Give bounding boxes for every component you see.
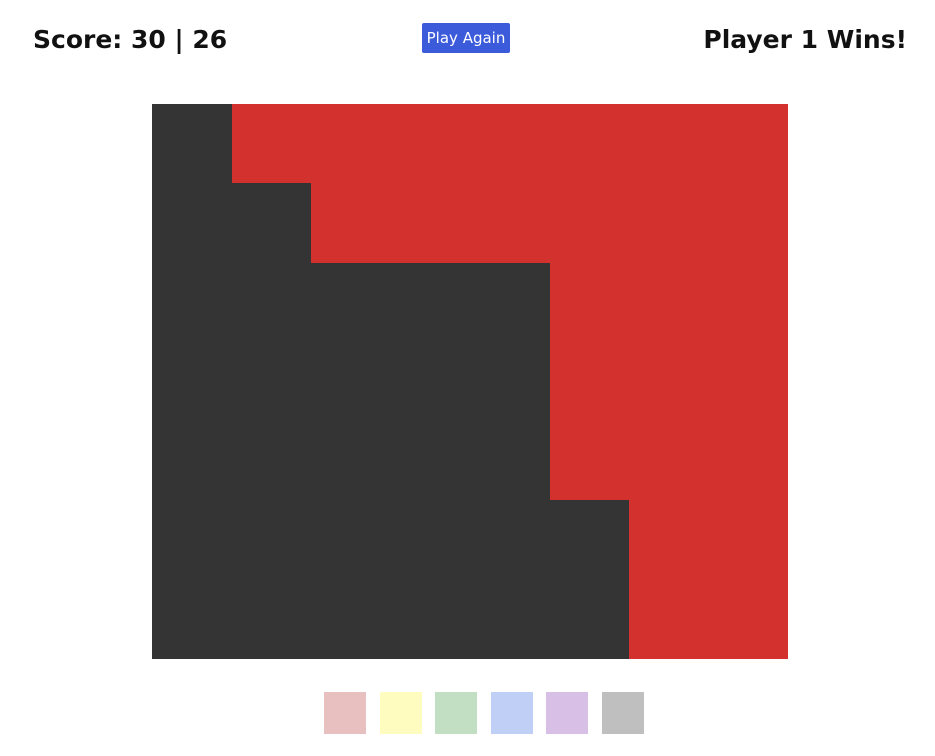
board-cell bbox=[470, 579, 550, 659]
board-cell bbox=[390, 579, 470, 659]
board-cell bbox=[629, 262, 709, 342]
board-cell bbox=[390, 262, 470, 342]
board-cell bbox=[311, 104, 391, 184]
board-cell bbox=[311, 500, 391, 580]
winner-message: Player 1 Wins! bbox=[703, 25, 907, 54]
board-cell bbox=[629, 421, 709, 501]
board-cell bbox=[470, 500, 550, 580]
board-cell bbox=[549, 104, 629, 184]
board-cell bbox=[708, 579, 788, 659]
board-cell bbox=[231, 183, 311, 263]
board-cell bbox=[708, 421, 788, 501]
board-cell bbox=[152, 183, 232, 263]
color-swatch-green[interactable] bbox=[435, 692, 478, 734]
board-cell bbox=[708, 183, 788, 263]
board-cell bbox=[470, 421, 550, 501]
board-cell bbox=[549, 421, 629, 501]
board-cell bbox=[470, 183, 550, 263]
board-cell bbox=[470, 104, 550, 184]
board-cell bbox=[549, 500, 629, 580]
board-cell bbox=[390, 341, 470, 422]
board-cell bbox=[629, 341, 709, 422]
game-board bbox=[152, 104, 788, 659]
board-cell bbox=[152, 262, 232, 342]
score-display: Score: 30 | 26 bbox=[33, 25, 228, 54]
color-swatch-yellow[interactable] bbox=[379, 692, 422, 734]
board-cell bbox=[231, 104, 311, 184]
play-again-button[interactable]: Play Again bbox=[422, 23, 510, 53]
board-cell bbox=[629, 579, 709, 659]
color-palette bbox=[324, 692, 644, 734]
board-cell bbox=[549, 579, 629, 659]
board-cell bbox=[311, 421, 391, 501]
board-cell bbox=[470, 341, 550, 422]
board-cell bbox=[231, 341, 311, 422]
board-cell bbox=[629, 500, 709, 580]
board-cell bbox=[231, 262, 311, 342]
board-cell bbox=[152, 341, 232, 422]
color-swatch-purple[interactable] bbox=[546, 692, 589, 734]
board-cell bbox=[231, 421, 311, 501]
board-cell bbox=[549, 262, 629, 342]
board-cell bbox=[708, 341, 788, 422]
board-cell bbox=[390, 183, 470, 263]
board-cell bbox=[390, 500, 470, 580]
color-swatch-blue[interactable] bbox=[490, 692, 533, 734]
board-cell bbox=[311, 183, 391, 263]
color-swatch-red[interactable] bbox=[324, 692, 366, 734]
board-cell bbox=[231, 500, 311, 580]
board-cell bbox=[390, 421, 470, 501]
board-cell bbox=[549, 183, 629, 263]
board-cell bbox=[549, 341, 629, 422]
board-cell bbox=[311, 579, 391, 659]
board-cell bbox=[152, 421, 232, 501]
board-cell bbox=[629, 183, 709, 263]
board-cell bbox=[708, 262, 788, 342]
board-cell bbox=[708, 104, 788, 184]
board-cell bbox=[311, 341, 391, 422]
board-cell bbox=[231, 579, 311, 659]
board-cell bbox=[311, 262, 391, 342]
board-cell bbox=[152, 579, 232, 659]
color-swatch-gray[interactable] bbox=[601, 692, 644, 734]
board-cell bbox=[152, 104, 232, 184]
board-cell bbox=[708, 500, 788, 580]
board-cell bbox=[470, 262, 550, 342]
board-cell bbox=[390, 104, 470, 184]
board-cell bbox=[152, 500, 232, 580]
board-cell bbox=[629, 104, 709, 184]
